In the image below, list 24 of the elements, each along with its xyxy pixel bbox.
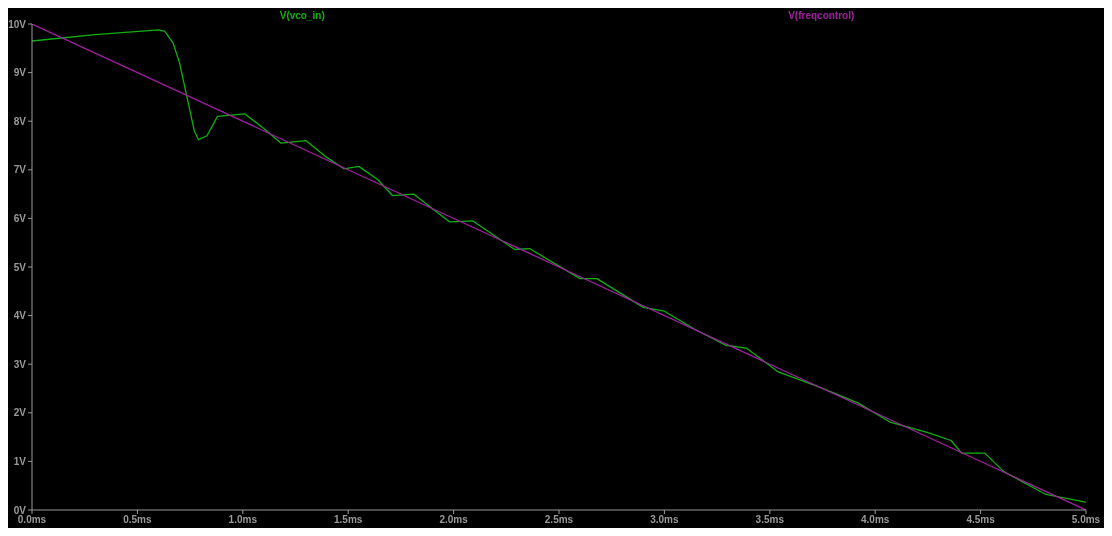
x-tick-label: 2.0ms — [439, 514, 469, 526]
y-tick-label: 6V — [13, 212, 27, 224]
text: V(freqcontrol) — [788, 10, 855, 23]
y-tick-label: 4V — [13, 310, 27, 322]
y-tick-label: 7V — [13, 164, 27, 176]
y-tick-label: 2V — [13, 407, 27, 419]
x-tick-label: 5.0ms — [1071, 514, 1101, 526]
x-tick-label: 0.5ms — [123, 514, 153, 526]
x-tick-label: 4.0ms — [861, 514, 890, 526]
text: V(vco_in) — [279, 10, 325, 23]
y-tick-label: 1V — [13, 455, 27, 467]
y-tick-label: 0V — [13, 504, 27, 516]
x-tick-label: 3.5ms — [755, 514, 785, 526]
y-tick-label: 10V — [8, 18, 27, 30]
y-tick-label: 3V — [13, 358, 27, 370]
y-tick-label: 9V — [13, 67, 27, 79]
y-tick-label: 5V — [13, 261, 27, 273]
x-tick-label: 1.5ms — [334, 514, 363, 526]
x-tick-label: 3.0ms — [650, 514, 680, 526]
x-tick-label: 2.5ms — [544, 514, 574, 526]
x-tick-label: 4.5ms — [966, 514, 996, 526]
y-tick-label: 8V — [13, 115, 27, 127]
x-tick-label: 1.0ms — [228, 514, 258, 526]
x-tick-label: 0.0ms — [17, 514, 47, 526]
